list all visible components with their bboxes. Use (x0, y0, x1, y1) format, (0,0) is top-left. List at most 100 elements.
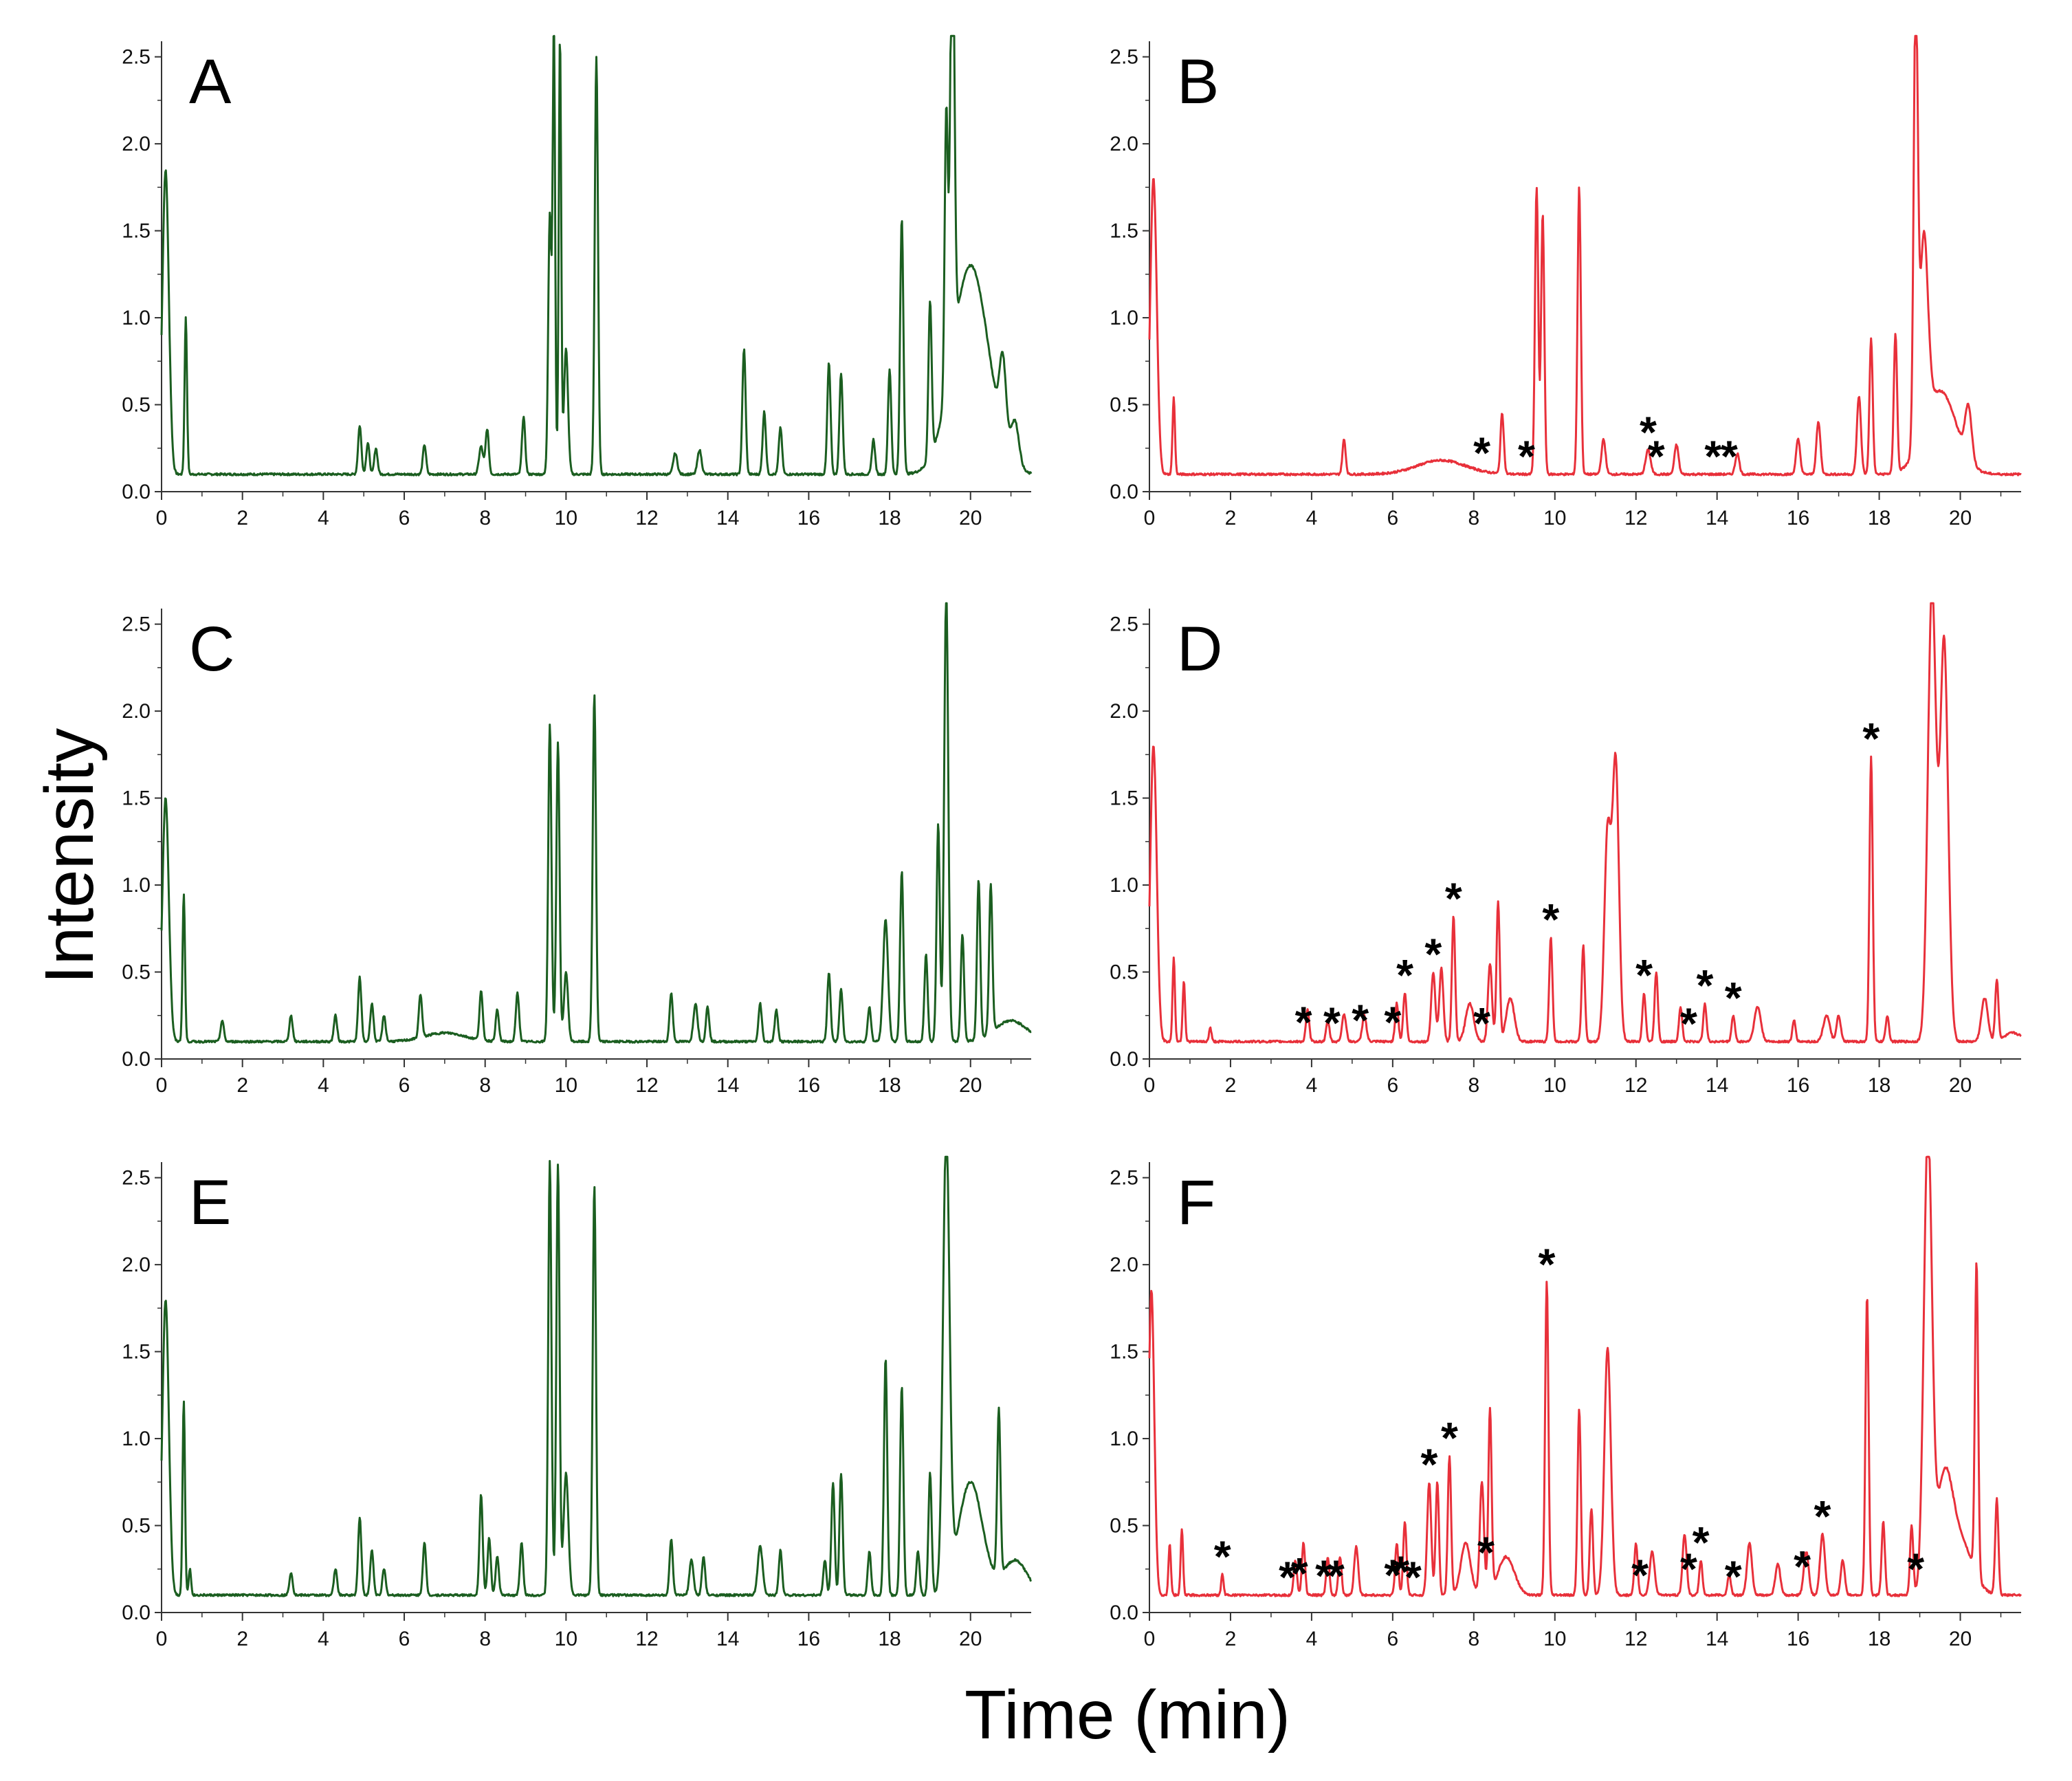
chromatogram-trace (160, 602, 1032, 1044)
peak-asterisk-marker: * (1295, 998, 1312, 1047)
x-tick-label: 20 (959, 1074, 982, 1097)
panel-d: 0.00.51.01.52.02.50 2 4 6 8 10 12 14 16 18 20D* * * *… (1110, 602, 2022, 1097)
x-tick-label: 2 (1225, 1074, 1237, 1097)
y-tick-label: 2.0 (122, 133, 151, 155)
y-tick-label: 1.0 (122, 307, 151, 329)
y-tick-label: 2.5 (122, 1167, 151, 1190)
peak-asterisk-marker: * (1680, 1544, 1697, 1594)
x-tick-label: 10 (555, 507, 577, 529)
y-tick-label: 1.5 (1110, 1341, 1138, 1364)
x-tick-label: 18 (1868, 1074, 1891, 1097)
x-tick-label: 18 (878, 1074, 901, 1097)
y-tick-label: 1.0 (122, 1428, 151, 1450)
x-axis-title: Time (min) (965, 1676, 1290, 1753)
x-tick-label: 4 (1306, 507, 1318, 529)
x-tick-label: 2 (1225, 507, 1237, 529)
x-tick-label: 16 (797, 1628, 820, 1650)
panel-letter: A (189, 47, 232, 117)
x-tick-label: 4 (318, 507, 329, 529)
x-tick-label: 20 (1949, 1628, 1972, 1650)
peak-asterisk-marker: * (1327, 1551, 1345, 1600)
x-tick-label: 20 (1949, 1074, 1972, 1097)
x-tick-label: 0 (156, 507, 168, 529)
peak-asterisk-marker: * (1441, 1413, 1458, 1463)
peak-asterisk-marker: * (1907, 1544, 1924, 1594)
peak-asterisk-marker: * (1279, 1553, 1296, 1602)
peak-asterisk-marker: * (1473, 428, 1490, 478)
peak-asterisk-marker: * (1424, 929, 1442, 979)
x-tick-label: 10 (555, 1074, 577, 1097)
panel-letter: D (1177, 614, 1222, 684)
x-tick-label: 2 (1225, 1628, 1237, 1650)
peak-asterisk-marker: * (1352, 996, 1369, 1045)
x-tick-label: 8 (479, 507, 491, 529)
peak-asterisk-marker: * (1693, 1518, 1710, 1567)
x-tick-label: 4 (1306, 1628, 1318, 1650)
x-tick-label: 12 (1624, 507, 1647, 529)
x-tick-label: 14 (716, 1074, 739, 1097)
y-tick-label: 1.0 (122, 874, 151, 897)
peak-asterisk-marker: * (1814, 1492, 1831, 1541)
panel-grid: 0.00.51.01.52.02.50 2 4 6 8 10 12 14 16 18 20A0.00… (122, 34, 2023, 1650)
peak-asterisk-marker: * (1214, 1531, 1231, 1581)
peak-asterisk-marker: * (1445, 874, 1462, 924)
x-tick-label: 2 (236, 507, 248, 529)
y-tick-label: 0.5 (1110, 1515, 1138, 1538)
peak-asterisk-marker: * (1704, 432, 1721, 481)
x-tick-label: 20 (959, 1628, 982, 1650)
y-tick-label: 0.5 (122, 961, 151, 984)
y-tick-label: 1.5 (1110, 220, 1138, 243)
x-tick-label: 16 (1787, 507, 1809, 529)
peak-asterisk-marker: * (1648, 432, 1665, 481)
chromatogram-trace (1148, 1155, 2023, 1597)
y-tick-label: 0.0 (122, 481, 151, 503)
peak-asterisk-marker: * (1384, 1550, 1401, 1599)
x-tick-label: 16 (797, 507, 820, 529)
x-tick-label: 16 (1787, 1628, 1809, 1650)
x-tick-label: 14 (1706, 1628, 1728, 1650)
y-tick-label: 0.0 (122, 1602, 151, 1624)
x-tick-label: 12 (1624, 1628, 1647, 1650)
y-tick-label: 2.5 (1110, 46, 1138, 69)
panel-letter: C (189, 614, 234, 684)
peak-asterisk-marker: * (1315, 1551, 1332, 1600)
peak-asterisk-marker: * (1473, 998, 1490, 1048)
y-tick-label: 1.5 (122, 787, 151, 810)
y-tick-label: 2.0 (122, 1254, 151, 1276)
y-tick-label: 1.5 (122, 1341, 151, 1364)
x-tick-label: 6 (399, 507, 410, 529)
y-tick-label: 0.5 (122, 394, 151, 417)
peak-asterisk-marker: * (1392, 1547, 1409, 1597)
x-tick-label: 16 (1787, 1074, 1809, 1097)
x-tick-label: 6 (1387, 507, 1399, 529)
x-tick-label: 14 (716, 1628, 739, 1650)
x-tick-label: 4 (1306, 1074, 1318, 1097)
x-tick-label: 10 (1543, 1628, 1566, 1650)
peak-asterisk-marker: * (1384, 997, 1401, 1047)
peak-asterisk-marker: * (1404, 1553, 1422, 1602)
y-tick-label: 1.5 (122, 220, 151, 243)
x-tick-label: 18 (878, 507, 901, 529)
peak-asterisk-marker: * (1697, 961, 1714, 1010)
x-tick-label: 8 (1468, 507, 1479, 529)
peak-asterisk-marker: * (1477, 1527, 1495, 1577)
chromatogram-trace (1148, 34, 2022, 477)
panel-b: 0.00.51.01.52.02.50 2 4 6 8 10 12 14 16 18 20B* * **… (1110, 34, 2022, 529)
x-tick-label: 2 (236, 1074, 248, 1097)
y-tick-label: 0.5 (1110, 961, 1138, 984)
y-tick-label: 0.5 (1110, 394, 1138, 417)
x-tick-label: 20 (959, 507, 982, 529)
x-tick-label: 10 (1543, 507, 1566, 529)
x-tick-label: 0 (1144, 1074, 1156, 1097)
y-tick-label: 0.0 (1110, 481, 1138, 503)
panel-letter: F (1177, 1168, 1215, 1238)
x-tick-label: 20 (1949, 507, 1972, 529)
y-tick-label: 0.0 (1110, 1048, 1138, 1071)
y-tick-label: 1.0 (1110, 1428, 1138, 1450)
x-tick-label: 12 (635, 507, 658, 529)
peak-asterisk-marker: * (1640, 407, 1657, 457)
x-tick-label: 10 (1543, 1074, 1566, 1097)
x-tick-label: 0 (156, 1628, 168, 1650)
x-tick-label: 0 (1144, 507, 1156, 529)
